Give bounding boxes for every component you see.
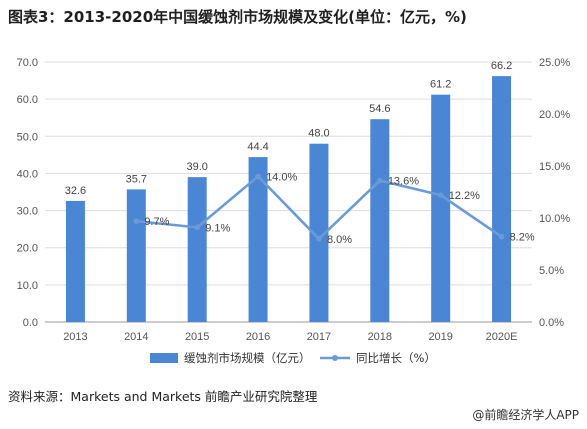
y-right-tick-label: 20.0% [539,109,570,121]
bar-series [65,76,512,322]
y-left-tick-label: 0.0 [23,317,38,329]
y-axis-right-ticks: 0.0% 5.0% 10.0% 15.0% 20.0% 25.0% [539,57,570,329]
y-left-tick-label: 70.0 [17,57,38,69]
bar-value-label: 32.6 [65,185,86,197]
x-tick-label: 2016 [246,331,270,343]
line-value-label: 9.1% [205,222,230,234]
bar [370,119,390,322]
bar-value-label: 61.2 [430,79,451,91]
bar-value-label: 44.4 [247,141,268,153]
y-left-tick-label: 30.0 [17,206,38,218]
bar [248,157,268,322]
bar-value-label: 35.7 [126,173,147,185]
line-point [133,218,140,224]
y-right-tick-label: 25.0% [539,57,570,69]
y-left-tick-label: 10.0 [17,280,38,292]
line-value-label: 8.2% [510,232,535,244]
bar [126,189,146,322]
x-tick-label: 2013 [63,331,87,343]
y-right-tick-label: 10.0% [539,213,570,225]
bar [492,76,512,322]
line-point [255,173,261,180]
line-value-label: 12.2% [449,190,480,202]
y-right-tick-label: 15.0% [539,161,570,173]
y-left-tick-label: 20.0 [17,243,38,255]
line-value-label: 9.7% [144,216,169,228]
bar [309,143,329,322]
legend-bar-label: 缓蚀剂市场规模（亿元） [184,351,311,365]
x-tick-label: 2017 [307,331,331,343]
source-note: 资料来源：Markets and Markets 前瞻产业研究院整理 [8,389,318,404]
y-left-tick-label: 40.0 [17,168,38,180]
x-tick-label: 2014 [124,331,148,343]
line-point [194,224,200,231]
y-right-tick-label: 0.0% [539,317,564,329]
line-point [377,177,383,184]
line-value-label: 13.6% [388,176,419,188]
bar-value-label: 39.0 [186,161,207,173]
legend-line-marker [332,355,338,361]
x-tick-label: 2018 [368,331,392,343]
y-axis-left-ticks: 0.0 10.0 20.0 30.0 40.0 50.0 60.0 70.0 [17,57,38,329]
y-right-tick-label: 5.0% [539,265,564,277]
line-point [437,192,444,198]
line-value-label: 14.0% [266,171,297,183]
x-tick-label: 2015 [185,331,209,343]
bar [431,94,451,322]
legend: 缓蚀剂市场规模（亿元） 同比增长（%） [150,351,436,365]
x-tick-label: 2019 [428,331,452,343]
bar-value-label: 54.6 [369,103,390,115]
legend-bar-swatch [150,353,178,363]
chart-title: 图表3：2013-2020年中国缓蚀剂市场规模及变化(单位：亿元，%) [8,8,467,26]
bar [65,200,85,322]
bar-data-labels: 32.6 35.7 39.0 44.4 48.0 54.6 61.2 66.2 [65,60,513,197]
bar [187,177,207,322]
x-tick-label: 2020E [486,331,518,343]
line-series [133,173,505,242]
line-point [498,233,505,240]
y-left-tick-label: 60.0 [17,94,38,106]
bar-value-label: 48.0 [308,128,329,140]
y-left-tick-label: 50.0 [17,131,38,143]
legend-line-label: 同比增长（%） [356,351,436,365]
line-value-label: 8.0% [327,234,352,246]
grid-lines [45,61,532,286]
x-axis-ticks: 2013 2014 2015 2016 2017 2018 2019 2020E [63,331,517,343]
line-data-labels: 9.7% 9.1% 14.0% 8.0% 13.6% 12.2% 8.2% [144,171,535,245]
credit-watermark: @前瞻经济学人APP [472,408,579,422]
bar-value-label: 66.2 [491,60,512,72]
line-point [316,236,322,242]
